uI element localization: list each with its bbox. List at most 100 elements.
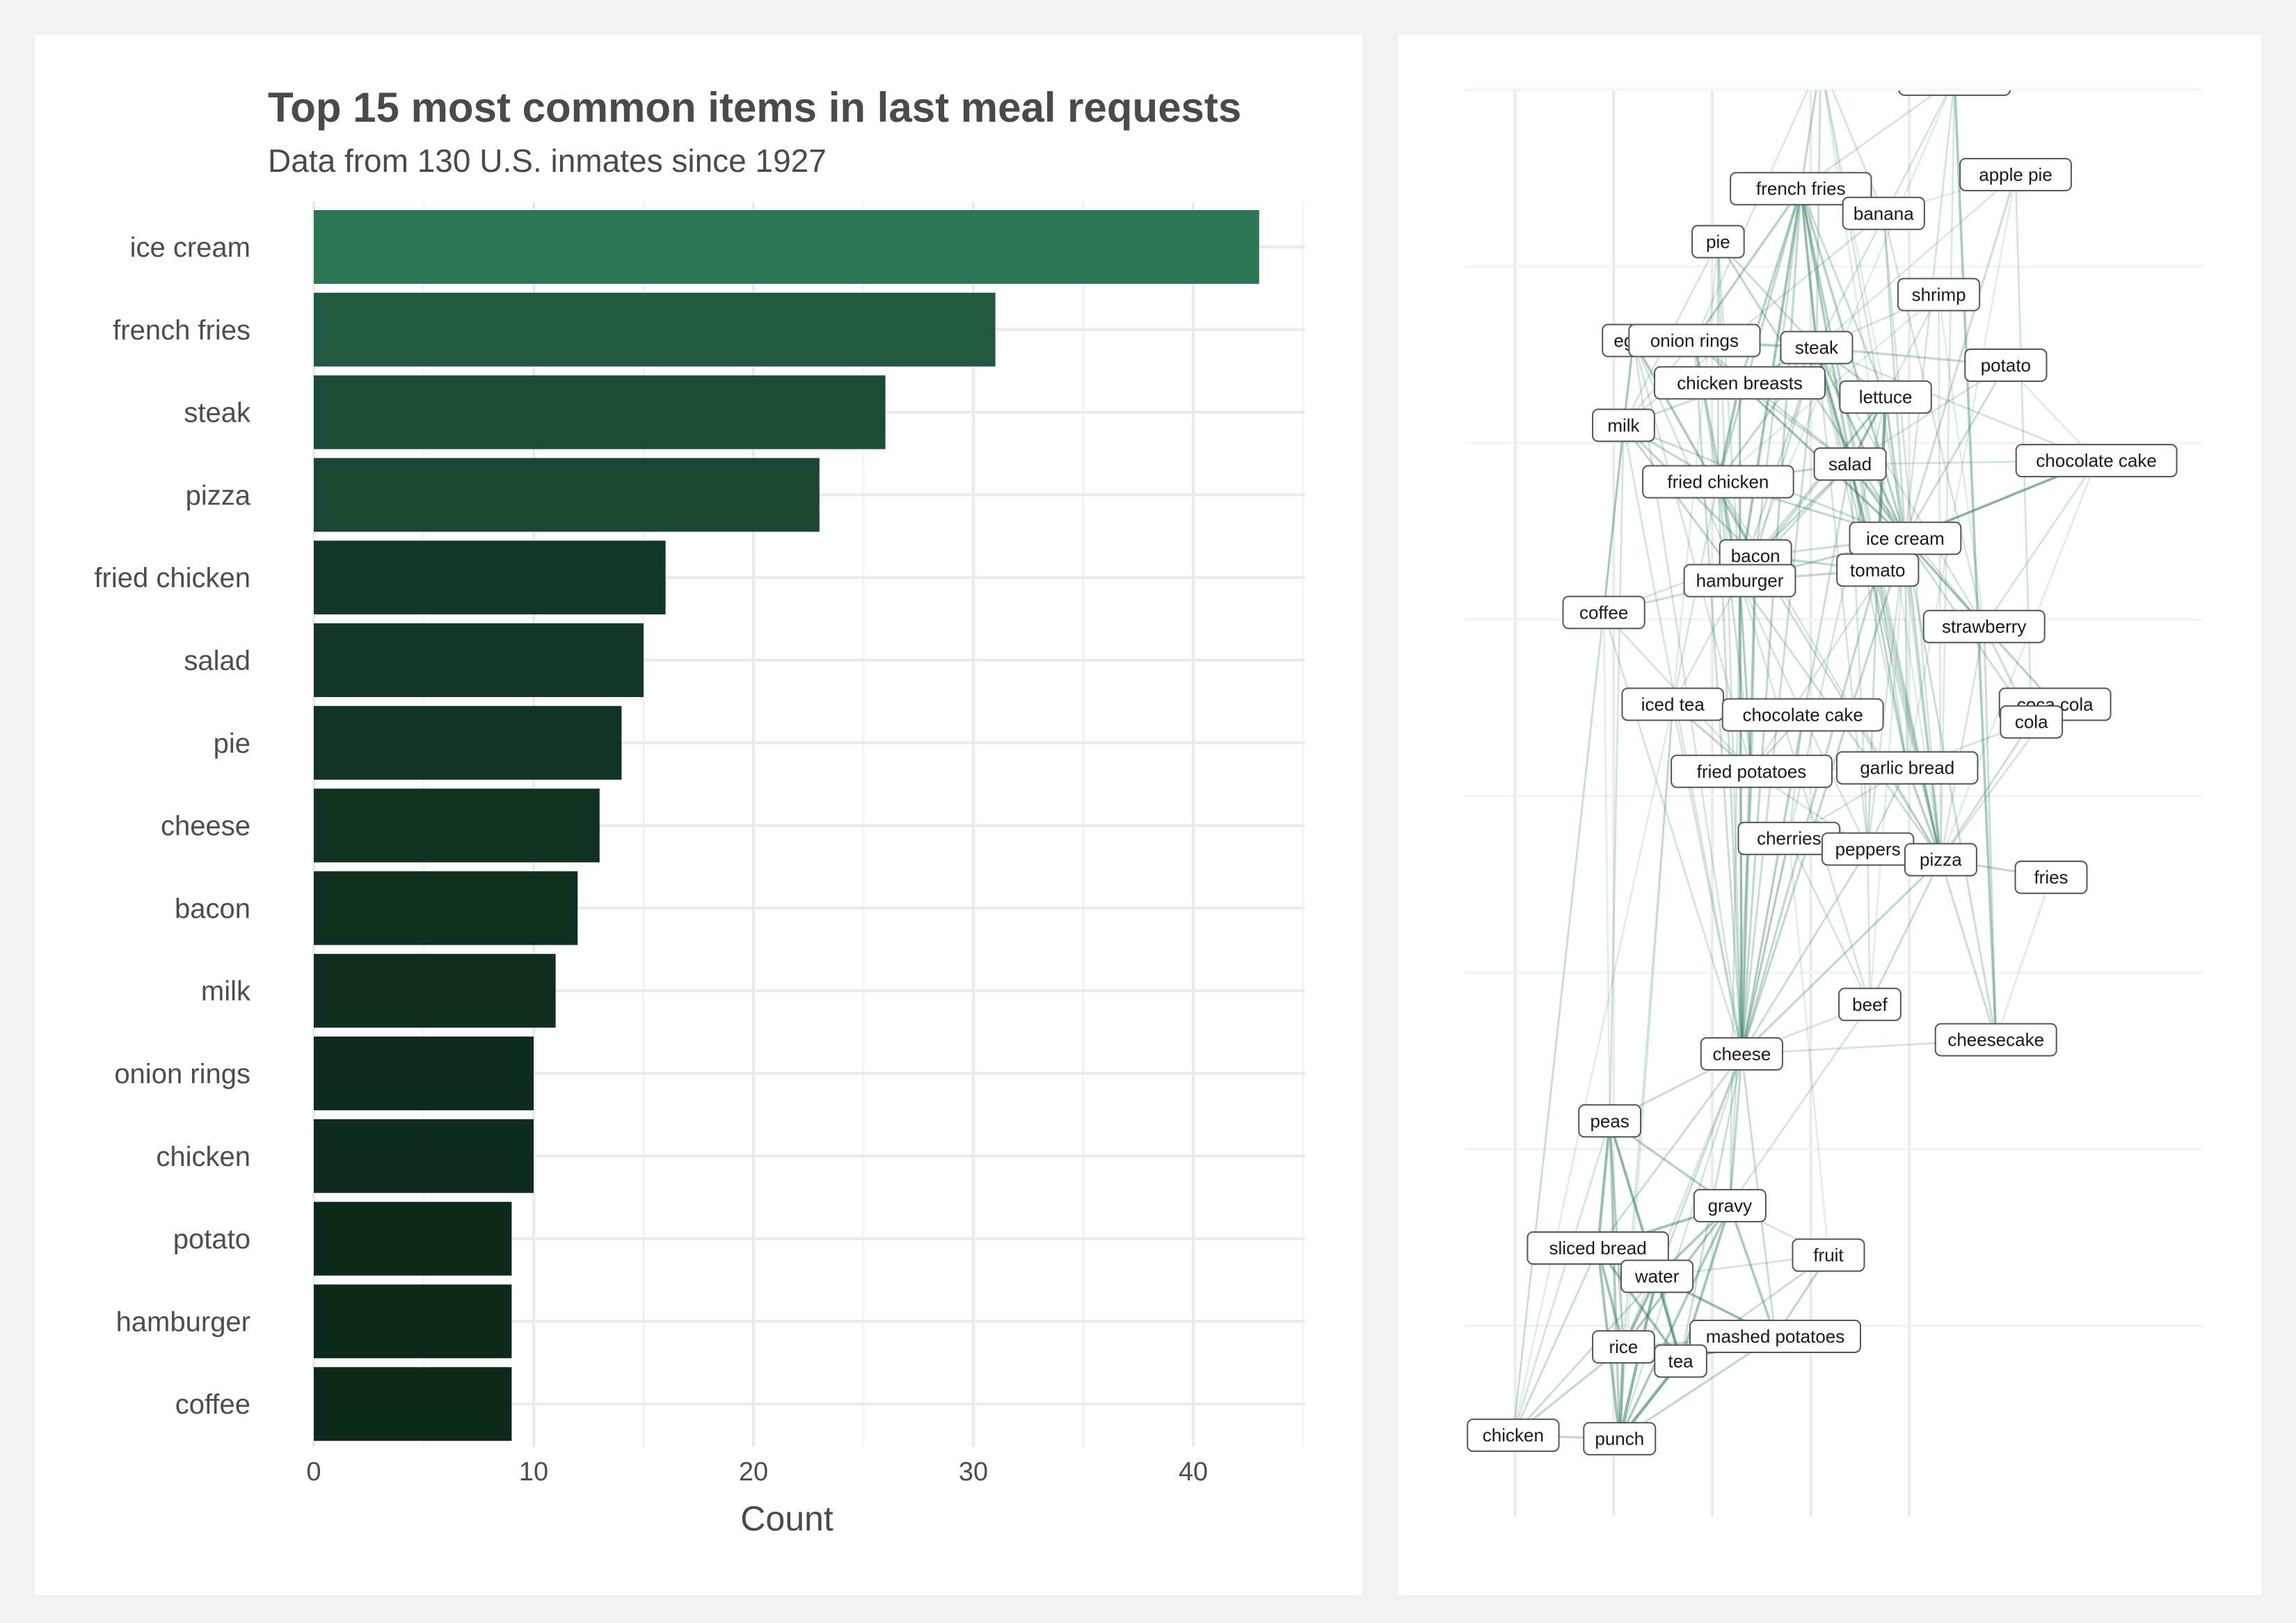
node-label-box [1654, 366, 1826, 400]
bar [314, 623, 644, 697]
network-node: chicken [1467, 1418, 1560, 1453]
bar [314, 541, 666, 615]
bar [314, 788, 600, 863]
bar [314, 1037, 534, 1110]
category-label: salad [184, 646, 250, 676]
node-label-box [1792, 1238, 1865, 1272]
node-label: french fries [1756, 178, 1846, 199]
node-label: pizza [1920, 849, 1962, 870]
network-edge [1602, 340, 1635, 613]
network-edge [1904, 174, 2017, 539]
network-node: cheesecake [1934, 1023, 2057, 1057]
network-edge [1623, 1053, 1743, 1348]
network-node: sliced bread [1526, 1231, 1669, 1265]
x-axis-title: Count [740, 1499, 834, 1538]
node-label: onion rings [1650, 330, 1739, 351]
network-edge [1906, 174, 2017, 768]
network-node: apple pie [1959, 157, 2072, 191]
network-node: garlic bread [1836, 751, 1979, 785]
network-node: chocolate cake [2015, 444, 2178, 478]
x-tick-label: 20 [739, 1457, 768, 1487]
network-edge [1693, 339, 1851, 465]
network-edge [1623, 425, 1743, 1055]
network-node: pizza [1904, 842, 1977, 877]
network-edge [1656, 1053, 1743, 1277]
network-node: fries [2014, 861, 2088, 895]
bar-chart: Top 15 most common items in last meal re… [94, 84, 1305, 1538]
network-edge [1632, 339, 1757, 557]
node-label: garlic bread [1860, 758, 1954, 778]
category-label: steak [184, 398, 251, 429]
network-node: peppers [1821, 832, 1915, 866]
network-node: strawberry [1922, 609, 2046, 643]
node-label-box [1578, 1104, 1642, 1138]
category-label: onion rings [114, 1059, 250, 1089]
network-node: fried potatoes [1671, 754, 1833, 788]
node-label: chocolate cake [1742, 705, 1863, 726]
node-label: chicken [1483, 1425, 1544, 1446]
node-label: coke [1801, 51, 1840, 72]
network-edge [1904, 365, 2007, 539]
node-label-box [1654, 1344, 1707, 1378]
network-node: mashed potatoes [1689, 1319, 1862, 1353]
network-edge [1618, 1053, 1743, 1439]
node-label: apple pie [1979, 164, 2052, 185]
bar [314, 1367, 512, 1441]
node-label: cheesecake [1947, 1030, 2044, 1050]
network-edge [1799, 188, 1851, 465]
network-edge [1729, 1004, 1871, 1206]
node-label: fried chicken [1667, 472, 1769, 493]
network-edge [1608, 1121, 1621, 1439]
network-node: cheese [1700, 1037, 1783, 1071]
network-edge [1940, 460, 2098, 861]
network-edge [1867, 538, 1906, 849]
bar [314, 292, 996, 367]
network-edge [1602, 611, 1743, 1055]
node-label-box [1934, 1023, 2057, 1057]
network-edge [1717, 294, 1940, 483]
node-label: hamburger [1696, 570, 1784, 591]
network-node: peas [1578, 1104, 1642, 1138]
network-edge [1995, 877, 2052, 1040]
node-label-box [1526, 1231, 1669, 1265]
network-graph: coke milkshake apple pie french fries banana… [1465, 51, 2202, 1517]
network-edge [1740, 771, 1753, 1054]
network-node: tomato [1836, 553, 1920, 587]
chart-subtitle: Data from 130 U.S. inmates since 1927 [268, 143, 827, 179]
network-edge [1849, 463, 1908, 768]
node-label-box [1671, 754, 1833, 788]
network-edge [1679, 1205, 1732, 1362]
node-label: potato [1981, 355, 2031, 376]
network-node: steak [1780, 330, 1853, 365]
network-edge [1876, 570, 1942, 861]
network-edge [1940, 90, 1956, 860]
node-label: pie [1706, 231, 1730, 252]
node-label-box [1691, 225, 1745, 259]
bar [314, 1201, 512, 1276]
node-label-box [1780, 330, 1853, 365]
network-node: milkshake [1898, 90, 2011, 96]
node-label: cola [2015, 712, 2048, 733]
node-label: milk [1607, 415, 1640, 435]
node-label: bacon [1731, 545, 1780, 566]
network-edge [1693, 340, 1719, 482]
network-edge [1824, 90, 1906, 539]
network-edge [1799, 188, 1887, 398]
network-node: lettuce [1839, 380, 1932, 414]
network-edge [1800, 90, 1941, 190]
network-edge [1816, 173, 2016, 349]
bar [314, 458, 820, 532]
category-label: french fries [113, 315, 250, 346]
network-edge [1739, 580, 1804, 716]
network-edge [1816, 346, 2097, 462]
network-edge [1512, 704, 1674, 1436]
network-edge [1597, 1247, 1682, 1362]
node-label-box [1813, 447, 1887, 481]
node-label-box [1836, 751, 1979, 785]
network-edge [1799, 188, 1907, 539]
network-node: hamburger [1683, 563, 1796, 598]
network-edge [1693, 188, 1802, 342]
network-edge [1983, 460, 2098, 627]
node-label-box [1700, 1037, 1783, 1071]
node-label: punch [1595, 1428, 1644, 1449]
